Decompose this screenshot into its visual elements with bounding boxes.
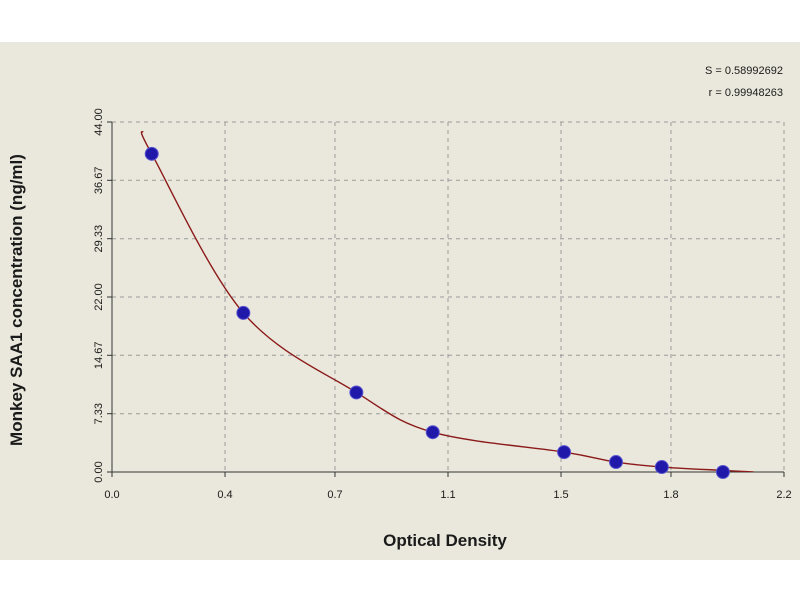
y-axis-title: Monkey SAA1 concentration (ng/ml) xyxy=(7,154,26,446)
data-point xyxy=(715,465,730,479)
axes xyxy=(107,121,785,477)
x-axis-title: Optical Density xyxy=(383,531,507,550)
x-tick-label: 2.2 xyxy=(776,489,791,501)
data-point xyxy=(349,385,364,400)
tick-labels: 0.0 0.4 0.7 1.1 1.5 1.8 2.2 0.00 7.33 14.67 22.00 2… xyxy=(93,108,792,501)
data-point xyxy=(654,460,669,475)
x-tick-label: 1.5 xyxy=(553,489,568,501)
y-tick-label: 36.67 xyxy=(93,167,105,195)
y-tick-label: 14.67 xyxy=(93,342,105,370)
data-point xyxy=(144,146,159,161)
grid-lines xyxy=(112,121,785,472)
x-tick-label: 0.0 xyxy=(104,489,119,501)
y-tick-label: 0.00 xyxy=(93,461,105,482)
x-tick-label: 0.7 xyxy=(327,489,342,501)
data-point xyxy=(557,445,572,460)
data-point xyxy=(609,455,623,470)
y-tick-label: 44.00 xyxy=(93,108,105,136)
y-tick-label: 22.00 xyxy=(93,283,105,311)
data-points xyxy=(144,146,730,479)
data-point xyxy=(236,305,251,320)
x-tick-label: 0.4 xyxy=(217,489,232,501)
fit-curve xyxy=(140,130,754,472)
y-tick-label: 29.33 xyxy=(93,225,105,253)
stat-r-value: r = 0.99948263 xyxy=(709,87,783,99)
y-tick-label: 7.33 xyxy=(93,403,105,424)
x-tick-label: 1.8 xyxy=(663,489,678,501)
fit-curve-layer xyxy=(140,130,754,472)
chart-panel xyxy=(0,42,800,560)
data-point xyxy=(425,425,440,440)
x-tick-label: 1.1 xyxy=(440,489,455,501)
stat-s-value: S = 0.58992692 xyxy=(705,65,783,77)
